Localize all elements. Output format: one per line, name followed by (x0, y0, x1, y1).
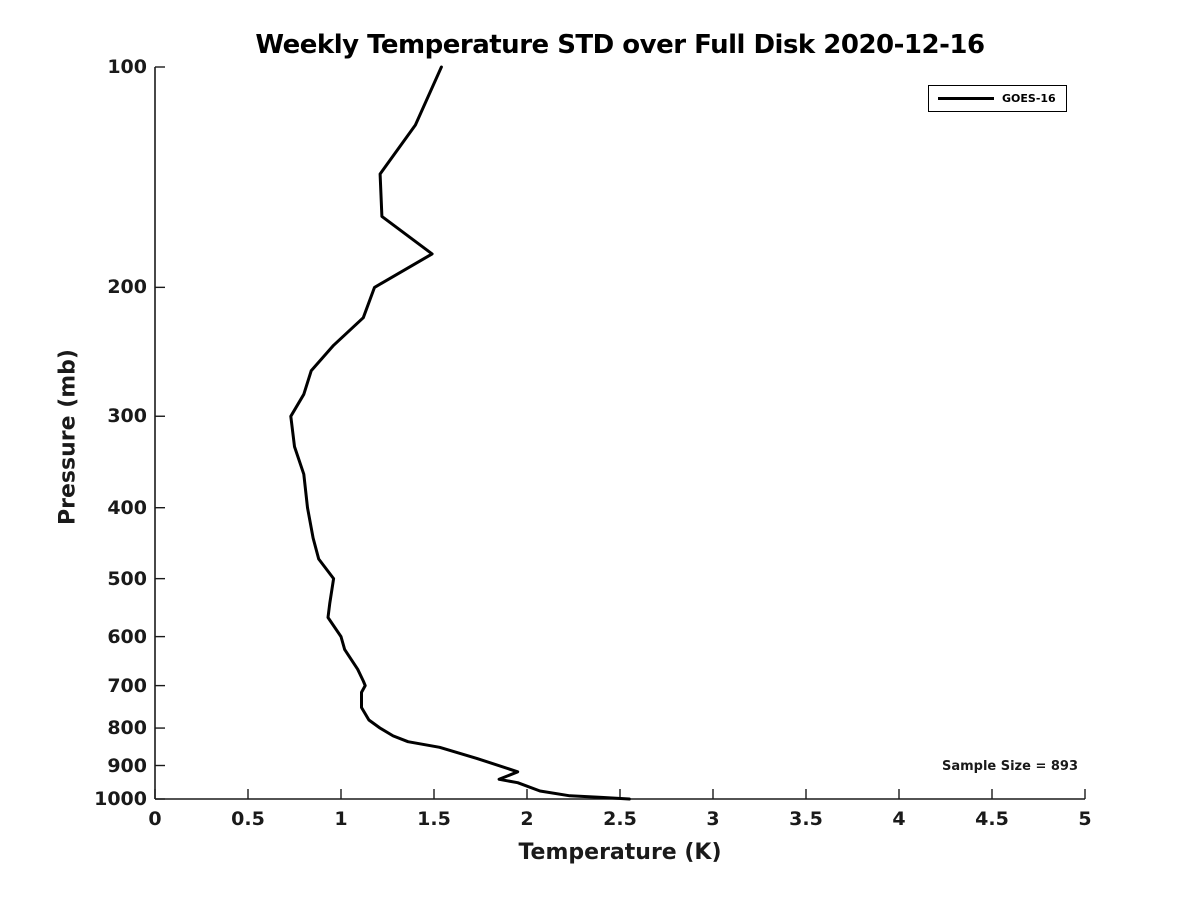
x-tick-label: 2 (520, 808, 534, 830)
x-tick-label: 1 (334, 808, 348, 830)
y-tick-label: 900 (107, 754, 147, 777)
y-tick-label: 100 (107, 56, 147, 78)
y-tick-label: 1000 (94, 788, 147, 810)
y-tick-label: 300 (107, 405, 147, 428)
y-axis-label: Pressure (mb) (55, 349, 81, 525)
x-tick-label: 0 (148, 808, 162, 830)
x-tick-label: 4.5 (975, 808, 1009, 830)
series-line-goes-16 (289, 65, 631, 801)
x-tick-label: 3 (706, 808, 720, 830)
chart-title: Weekly Temperature STD over Full Disk 20… (255, 30, 985, 60)
y-tick-label: 400 (107, 496, 147, 519)
x-tick-label: 4 (892, 808, 906, 830)
legend-line-sample-icon (938, 97, 994, 100)
x-axis-label: Temperature (K) (518, 840, 722, 865)
legend-box: GOES-16 (928, 85, 1067, 112)
y-tick-label: 600 (107, 625, 147, 648)
y-tick-label: 500 (107, 567, 147, 590)
x-tick-label: 5 (1078, 808, 1092, 830)
x-tick-label: 3.5 (789, 808, 823, 830)
y-tick-label: 800 (107, 717, 147, 740)
x-tick-label: 2.5 (603, 808, 637, 830)
y-tick-label: 700 (107, 674, 147, 697)
x-tick-label: 0.5 (231, 808, 265, 830)
legend-entry-label: GOES-16 (1002, 92, 1056, 105)
sample-size-annotation: Sample Size = 893 (941, 759, 1079, 774)
x-tick-label: 1.5 (417, 808, 451, 830)
y-tick-label: 200 (107, 276, 147, 299)
